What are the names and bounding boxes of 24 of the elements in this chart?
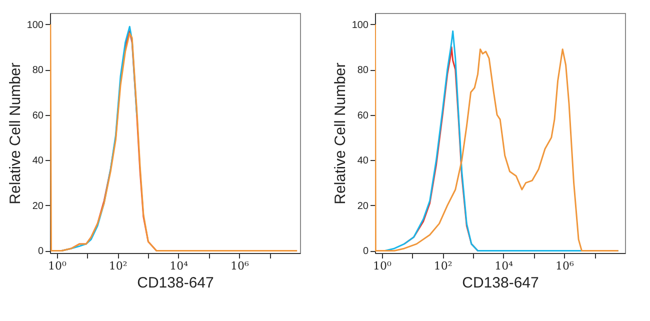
y-tick-label: 40 [32, 156, 44, 167]
x-tick-label: 10⁰ [48, 260, 68, 272]
y-tick-label: 80 [357, 65, 369, 76]
x-axis-title: CD138-647 [137, 274, 214, 292]
x-tick-label: 10⁶ [230, 260, 250, 272]
y-tick-label: 80 [32, 65, 44, 76]
y-tick-label: 0 [38, 246, 44, 258]
x-tick-label: 10² [108, 260, 128, 272]
y-tick-label: 20 [357, 200, 369, 212]
y-tick-label: 60 [32, 110, 44, 122]
x-axis-title: CD138-647 [462, 274, 539, 292]
x-tick-label: 10² [434, 260, 452, 272]
y-axis-title: Relative Cell Number [6, 62, 24, 204]
y-tick-label: 100 [352, 20, 369, 31]
y-tick-label: 0 [362, 246, 369, 258]
y-tick-label: 100 [26, 20, 44, 31]
y-tick-label: 40 [357, 156, 369, 167]
x-tick-label: 10⁴ [494, 260, 514, 272]
y-tick-label: 20 [32, 200, 44, 212]
x-tick-label: 10⁴ [170, 260, 189, 272]
x-tick-label: 10⁶ [555, 260, 574, 272]
y-axis-title: Relative Cell Number [332, 62, 349, 204]
y-tick-label: 60 [357, 110, 369, 122]
x-tick-label: 10⁰ [373, 260, 392, 272]
